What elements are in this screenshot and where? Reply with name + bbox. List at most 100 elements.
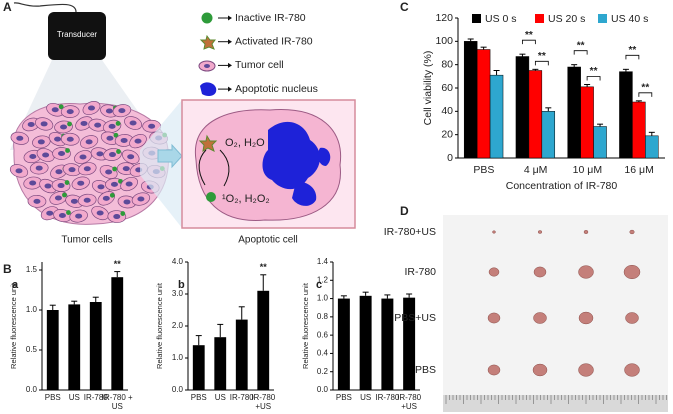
y-tick-label: 40: [441, 105, 453, 117]
legend-glyph: [199, 34, 216, 50]
x-tick-label: PBS: [473, 164, 494, 176]
y-tick-label: 80: [441, 58, 453, 70]
bar: [192, 345, 205, 390]
bar: [619, 71, 633, 159]
tumor-sample: [623, 264, 641, 280]
cell-nucleus: [105, 108, 113, 114]
label: IR-780: [404, 266, 436, 278]
significance-label: **: [114, 259, 122, 269]
apoptotic-nucleus: [318, 147, 331, 166]
cell-nucleus: [137, 196, 145, 202]
tumor-sample: [578, 363, 594, 377]
y-tick-label: 0: [447, 152, 453, 164]
cell-nucleus: [113, 214, 121, 220]
y-axis-label: Relative fluorescence unit: [9, 282, 18, 369]
significance-label: **: [641, 82, 649, 93]
bar: [580, 86, 594, 159]
x-tick-label-box: US: [360, 393, 371, 402]
x-tick-label-box: US: [214, 393, 226, 402]
tumor-sample: [537, 230, 543, 234]
cycle-arrow: [198, 149, 207, 186]
legend-arrow-head: [228, 62, 232, 68]
label: ¹O₂, H₂O₂: [222, 193, 270, 205]
cell-nucleus: [29, 180, 37, 186]
cell-nucleus: [58, 151, 66, 157]
label: C: [400, 0, 409, 14]
y-tick-label: 0.4: [317, 349, 329, 358]
legend-glyph: [204, 64, 210, 68]
cell-nucleus: [85, 139, 93, 145]
cell-nucleus: [80, 120, 88, 126]
label: Tumor cells: [61, 235, 112, 246]
cell-nucleus: [70, 198, 78, 204]
cell-nucleus: [66, 136, 74, 142]
bar: [111, 277, 124, 390]
label: Tumor cell: [235, 59, 284, 71]
bar: [476, 49, 491, 159]
label: Transducer: [57, 30, 98, 39]
zoom-cone: [140, 100, 182, 228]
legend-swatch: [598, 14, 607, 23]
x-tick-label: US: [214, 393, 226, 402]
tumor-sample: [624, 363, 640, 377]
y-tick-label: 1.0: [317, 294, 329, 303]
bar: [593, 126, 607, 159]
y-tick-label: 0.0: [317, 385, 329, 394]
cell-nucleus: [57, 183, 65, 189]
cell-nucleus: [40, 121, 48, 127]
x-tick-label-box: IR-780 +US: [397, 393, 421, 411]
cell-nucleus: [110, 181, 118, 187]
significance-label: **: [525, 30, 533, 41]
significance-label: **: [590, 66, 598, 77]
x-axis-label: Concentration of IR-780: [506, 180, 618, 192]
cell-nucleus: [33, 198, 41, 204]
cell-nucleus: [27, 121, 35, 127]
x-tick-label-box: PBS: [45, 393, 61, 402]
x-tick-label-box: PBS: [336, 393, 352, 402]
label: Apoptotic cell: [238, 235, 297, 246]
tumor-sample: [625, 312, 639, 324]
activated-ir780: [198, 134, 218, 152]
ir780-dot: [120, 211, 126, 216]
y-tick-label: 1.5: [26, 265, 38, 274]
label: D: [400, 204, 409, 218]
y-tick-label: 120: [435, 12, 453, 24]
label: IR-780+US: [384, 226, 436, 238]
bar: [515, 56, 530, 159]
label: b: [178, 279, 185, 291]
x-tick-label-box: IR-780: [230, 393, 254, 402]
cell-nucleus: [58, 213, 66, 219]
cell-nucleus: [68, 167, 76, 173]
bar: [214, 337, 227, 390]
y-tick-label: 4.0: [172, 257, 184, 266]
legend-label: US 20 s: [548, 13, 585, 25]
legend-arrow-head: [228, 15, 232, 21]
significance-label: **: [577, 40, 585, 51]
apoptotic-nucleus: [292, 181, 317, 206]
bar: [403, 297, 416, 390]
cell-nucleus: [66, 109, 74, 115]
bar: [645, 135, 659, 159]
tumor-sample: [533, 312, 547, 324]
ir780-dot: [58, 104, 64, 110]
ir780-dot: [62, 192, 67, 198]
tumor-sample: [487, 312, 501, 324]
cell-nucleus: [77, 180, 85, 186]
cell-nucleus: [123, 199, 131, 205]
cycle-arrow: [219, 149, 230, 187]
cell-nucleus: [83, 166, 91, 172]
significance-label: **: [260, 262, 268, 272]
cell-nucleus: [102, 195, 110, 201]
x-tick-label: IR-780 + US: [101, 393, 133, 411]
cell-nucleus: [127, 154, 135, 160]
label: c: [316, 279, 322, 291]
legend-glyph: [201, 12, 213, 24]
label: PBS+US: [394, 312, 436, 324]
bar: [89, 302, 102, 390]
zoom-arrow: [157, 143, 183, 169]
bar: [68, 304, 81, 390]
cell-nucleus: [54, 136, 62, 142]
x-tick-label: 16 μM: [624, 164, 653, 176]
x-tick-label: IR-780: [83, 393, 108, 402]
